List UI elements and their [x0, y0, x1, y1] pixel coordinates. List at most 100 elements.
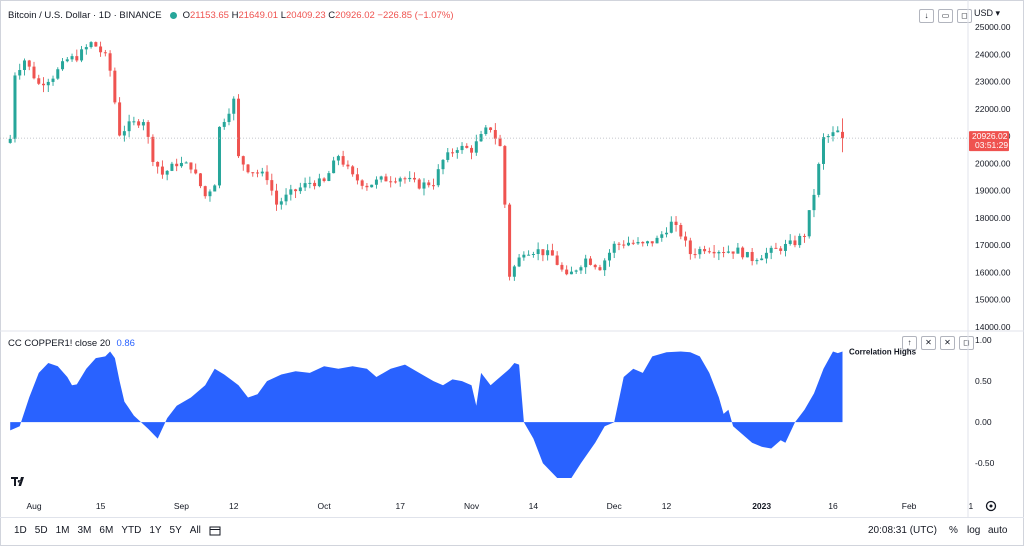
candle-body [479, 134, 483, 142]
time-tick-label: 12 [229, 501, 239, 511]
close-icon-2[interactable]: ✕ [940, 336, 955, 350]
candle-body [432, 185, 435, 187]
candle-body [717, 252, 721, 254]
candle-body [251, 172, 255, 174]
candle-body [75, 56, 79, 61]
utc-clock[interactable]: 20:08:31 (UTC) [868, 525, 937, 536]
candle-body [546, 250, 550, 256]
candle-body [622, 244, 626, 246]
price-tick-label: 17000.00 [975, 240, 1011, 250]
candle-body [422, 182, 426, 189]
candle-body [455, 150, 459, 153]
close-icon[interactable]: ✕ [921, 336, 936, 350]
candle-body [779, 248, 783, 251]
candle-body [703, 248, 707, 252]
candle-body [146, 122, 150, 137]
candle-body [213, 185, 217, 192]
candle-body [646, 241, 650, 244]
candle-body [788, 240, 792, 244]
candle-body [103, 52, 107, 54]
candle-body [470, 147, 474, 153]
candle-body [712, 251, 716, 254]
range-button-6m[interactable]: 6M [99, 525, 114, 536]
candle-body [13, 75, 17, 139]
candle-body [626, 242, 630, 246]
candle-body [574, 270, 578, 272]
candle-body [460, 145, 464, 151]
candle-body [355, 174, 359, 181]
change-value: −226.85 (−1.07%) [377, 10, 454, 21]
currency-selector[interactable]: USD ▾ [974, 8, 1001, 18]
candle-body [665, 232, 669, 235]
candle-body [607, 252, 611, 261]
candle-body [531, 254, 535, 256]
percent-toggle[interactable]: % [949, 525, 958, 536]
tradingview-logo[interactable] [10, 474, 30, 490]
candle-body [89, 42, 93, 48]
candle-body [569, 271, 573, 275]
candle-body [151, 136, 155, 162]
range-button-ytd[interactable]: YTD [121, 525, 142, 536]
candle-body [408, 177, 412, 180]
gear-icon [985, 500, 997, 512]
market-status-dot [169, 12, 177, 19]
candle-body [360, 180, 364, 186]
time-tick-label: Oct [317, 501, 331, 511]
candle-body [798, 235, 802, 246]
candle-body [688, 240, 692, 255]
candle-body [175, 163, 179, 167]
correlation-annotation: Correlation Highs [849, 348, 917, 357]
symbol-title[interactable]: Bitcoin / U.S. Dollar · 1D · BINANCE [8, 10, 162, 21]
candle-body [118, 102, 122, 136]
calendar-range-icon[interactable] [209, 525, 221, 539]
range-button-1m[interactable]: 1M [55, 525, 70, 536]
candle-body [726, 251, 730, 253]
indicator-tick-label: 1.00 [975, 335, 992, 345]
candle-body [379, 176, 383, 180]
candle-body [137, 121, 141, 126]
candle-body [27, 60, 31, 67]
auto-toggle[interactable]: auto [988, 525, 1008, 536]
candle-body [603, 260, 607, 271]
candle-body [436, 169, 440, 186]
candle-body [560, 264, 564, 270]
range-button-5d[interactable]: 5D [34, 525, 48, 536]
candle-body [736, 247, 740, 254]
candle-body [265, 171, 269, 181]
chart-svg[interactable]: 14000.00 15000.00 16000.00 17000.00 18000.00… [0, 0, 1024, 518]
arrow-down-icon[interactable]: ↓ [919, 9, 934, 23]
time-tick-label: 16 [828, 501, 838, 511]
time-tick-label: Feb [902, 501, 917, 511]
time-tick-label: 1 [969, 501, 974, 511]
range-button-5y[interactable]: 5Y [169, 525, 182, 536]
candle-body [80, 49, 84, 61]
expand-icon[interactable]: ▭ [938, 9, 953, 23]
candle-body [56, 69, 60, 79]
range-button-3m[interactable]: 3M [77, 525, 92, 536]
time-tick-label: Sep [174, 501, 189, 511]
candle-body [122, 131, 126, 136]
candle-body [674, 221, 678, 226]
candle-body [256, 172, 260, 174]
candle-body [807, 210, 811, 237]
arrow-up-icon[interactable]: ↑ [902, 336, 917, 350]
price-tag-countdown: 03:51:29 [975, 140, 1008, 150]
indicator-label[interactable]: CC COPPER1! close 20 [8, 338, 111, 349]
log-toggle[interactable]: log [967, 525, 981, 536]
candle-body [731, 251, 735, 254]
range-button-1y[interactable]: 1Y [149, 525, 162, 536]
candle-body [246, 164, 250, 173]
candle-body [812, 194, 816, 211]
bottom-toolbar: 1D 5D 1M 3M 6M YTD 1Y 5Y All 20:08:31 (UTC) % lo… [0, 517, 1024, 546]
time-axis: Aug 15 Sep 12 Oct 17 Nov 14 Dec 12 2023 16 Feb 1 [26, 501, 973, 511]
candle-body [707, 251, 711, 253]
range-button-1d[interactable]: 1D [14, 525, 27, 536]
candle-body [222, 122, 226, 127]
range-button-all[interactable]: All [189, 525, 201, 536]
candle-body [821, 137, 825, 164]
candle-body [317, 178, 321, 187]
candle-body [826, 136, 830, 138]
candle-body [512, 266, 516, 277]
candle-body [37, 78, 41, 84]
restore-icon-2[interactable]: ◻ [959, 336, 974, 350]
